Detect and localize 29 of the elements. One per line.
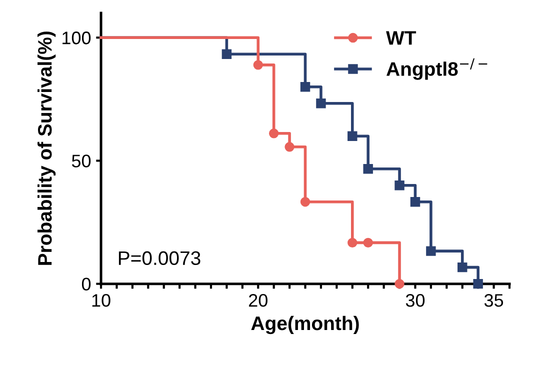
point [426,246,436,256]
x-tick-label: 10 [92,294,110,307]
point [300,196,310,207]
y-tick-label: 0 [82,278,91,291]
legend-label: WT [386,31,416,45]
point [458,262,468,272]
y-axis-title: Probability of Survival(%) [37,32,56,265]
y-tick-label: 100 [62,32,91,44]
y-tick-label: 50 [72,154,91,168]
point [394,278,404,289]
point [363,238,373,248]
x-tick-label: 20 [248,294,268,307]
point [316,98,326,108]
point [348,131,358,141]
x-tick-label: 35 [484,294,504,307]
point [222,49,232,59]
point [473,278,483,289]
point [348,238,358,248]
point [394,180,404,190]
annotation: P=0.0073 [118,251,200,266]
x-tick-label: 30 [406,294,425,307]
point [410,196,420,207]
point [284,142,294,152]
point [268,128,279,138]
x-axis-title: Age(month) [251,316,359,334]
point [253,60,263,70]
point [300,82,310,92]
point [363,164,373,174]
legend-label: Angptl8$^{−/−}$ [386,58,488,80]
